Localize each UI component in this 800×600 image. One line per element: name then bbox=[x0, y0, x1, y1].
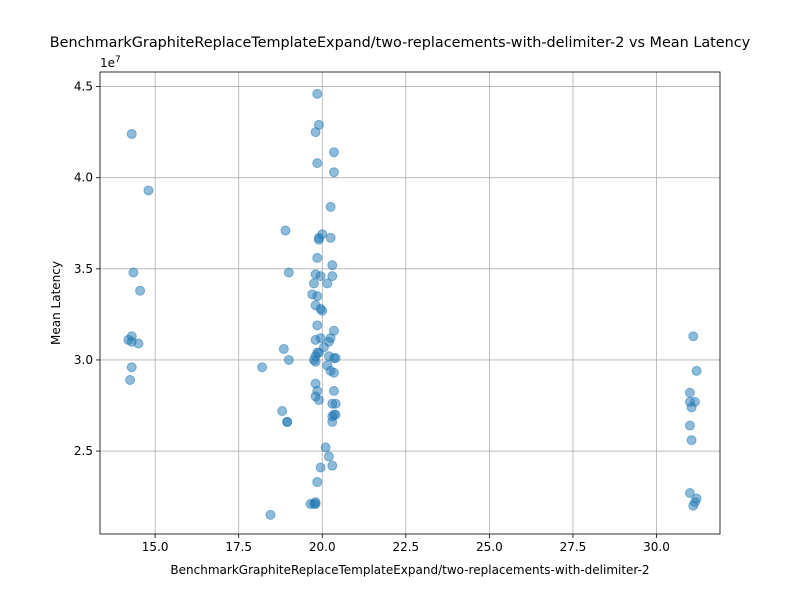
scatter-point bbox=[312, 88, 323, 99]
x-tick-label: 17.5 bbox=[225, 540, 252, 554]
scatter-point bbox=[686, 402, 697, 413]
y-offset-label: 1e7 bbox=[100, 55, 121, 70]
x-tick-label: 20.0 bbox=[309, 540, 336, 554]
scatter-point bbox=[308, 278, 319, 289]
plot-frame bbox=[99, 71, 721, 535]
scatter-point bbox=[310, 127, 321, 138]
scatter-point bbox=[325, 232, 336, 243]
scatter-point bbox=[686, 435, 697, 446]
scatter-point bbox=[688, 500, 699, 511]
scatter-point bbox=[133, 338, 144, 349]
scatter-point bbox=[277, 405, 288, 416]
scatter-point bbox=[283, 267, 294, 278]
scatter-point bbox=[257, 362, 268, 373]
x-tick-label: 22.5 bbox=[392, 540, 419, 554]
scatter-point bbox=[322, 278, 333, 289]
y-tick-label: 3.0 bbox=[74, 353, 93, 367]
scatter-point bbox=[313, 395, 324, 406]
scatter-point bbox=[327, 260, 338, 271]
y-axis-label: Mean Latency bbox=[49, 261, 63, 345]
axis-ticks: 15.0 17.5 20.0 22.5 25.0 27.5 30.0 2.5 3.0 3.5 4.0… bbox=[74, 80, 670, 554]
scatter-point bbox=[328, 167, 339, 178]
scatter-point bbox=[312, 320, 323, 331]
scatter-point bbox=[125, 375, 136, 385]
x-axis-label: BenchmarkGraphiteReplaceTemplateExpand/t… bbox=[170, 563, 649, 577]
x-tick-label: 30.0 bbox=[643, 540, 670, 554]
y-tick-label: 4.5 bbox=[74, 80, 93, 94]
scatter-point bbox=[328, 367, 339, 378]
scatter-point bbox=[312, 158, 323, 169]
scatter-point bbox=[128, 267, 139, 278]
x-tick-label: 15.0 bbox=[142, 540, 169, 554]
scatter-point bbox=[315, 333, 326, 344]
scatter-point bbox=[327, 416, 338, 427]
scatter-point bbox=[265, 509, 276, 520]
scatter-point bbox=[315, 271, 326, 282]
scatter-point bbox=[684, 420, 695, 431]
scatter-point bbox=[691, 365, 702, 376]
grid bbox=[100, 72, 720, 534]
scatter-point bbox=[684, 387, 695, 398]
scatter-point bbox=[327, 460, 338, 471]
scatter-point bbox=[325, 201, 336, 212]
scatter-point bbox=[312, 291, 323, 302]
scatter-point bbox=[317, 305, 328, 316]
scatter-point bbox=[310, 356, 321, 367]
scatter-point bbox=[327, 271, 338, 282]
scatter-point bbox=[330, 398, 341, 409]
scatter-point bbox=[330, 353, 341, 364]
scatter-point bbox=[323, 451, 334, 462]
scatter-point bbox=[684, 487, 695, 498]
scatter-point bbox=[320, 442, 331, 453]
scatter-point bbox=[283, 354, 294, 365]
y-tick-label: 2.5 bbox=[74, 444, 93, 458]
scatter-point bbox=[126, 362, 137, 373]
y-tick-label: 4.0 bbox=[74, 171, 93, 185]
scatter-point bbox=[312, 252, 323, 263]
scatter-point bbox=[143, 185, 154, 196]
scatter-points bbox=[123, 88, 702, 520]
scatter-point bbox=[312, 477, 323, 488]
scatter-point bbox=[313, 232, 324, 243]
scatter-point bbox=[310, 498, 321, 509]
scatter-point bbox=[328, 147, 339, 158]
scatter-point bbox=[328, 385, 339, 396]
scatter-point bbox=[688, 331, 699, 342]
scatter-point bbox=[280, 225, 291, 236]
scatter-point bbox=[315, 462, 326, 473]
chart-title: BenchmarkGraphiteReplaceTemplateExpand/t… bbox=[50, 35, 751, 51]
scatter-point bbox=[135, 285, 146, 296]
scatter-point bbox=[278, 344, 289, 355]
y-tick-label: 3.5 bbox=[74, 262, 93, 276]
scatter-point bbox=[126, 128, 137, 139]
x-tick-label: 27.5 bbox=[560, 540, 587, 554]
scatter-point bbox=[282, 416, 293, 427]
x-tick-label: 25.0 bbox=[476, 540, 503, 554]
